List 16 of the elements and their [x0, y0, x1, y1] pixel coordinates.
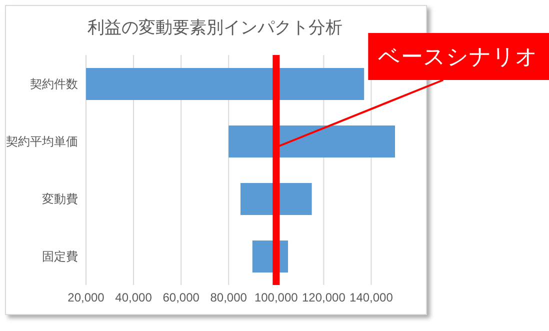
y-tick-label: 固定費 — [42, 250, 78, 264]
x-tick-label: 80,000 — [210, 290, 248, 305]
x-tick-label: 120,000 — [302, 290, 346, 305]
x-tick-label: 40,000 — [115, 290, 152, 305]
bar — [86, 68, 364, 100]
y-tick-label: 変動費 — [42, 192, 78, 206]
x-tick-label: 60,000 — [162, 290, 200, 305]
ref-line-label: ベースシナリオ — [378, 44, 538, 69]
y-tick-label: 契約平均単価 — [6, 134, 78, 149]
chart-title: 利益の変動要素別インパクト分析 — [86, 17, 344, 39]
bar — [228, 126, 395, 158]
bar — [240, 183, 312, 215]
x-tick-label: 100,000 — [254, 290, 298, 305]
x-tick-label: 20,000 — [68, 290, 105, 305]
x-tick-label: 140,000 — [350, 290, 394, 305]
y-tick-label: 契約件数 — [30, 77, 78, 92]
